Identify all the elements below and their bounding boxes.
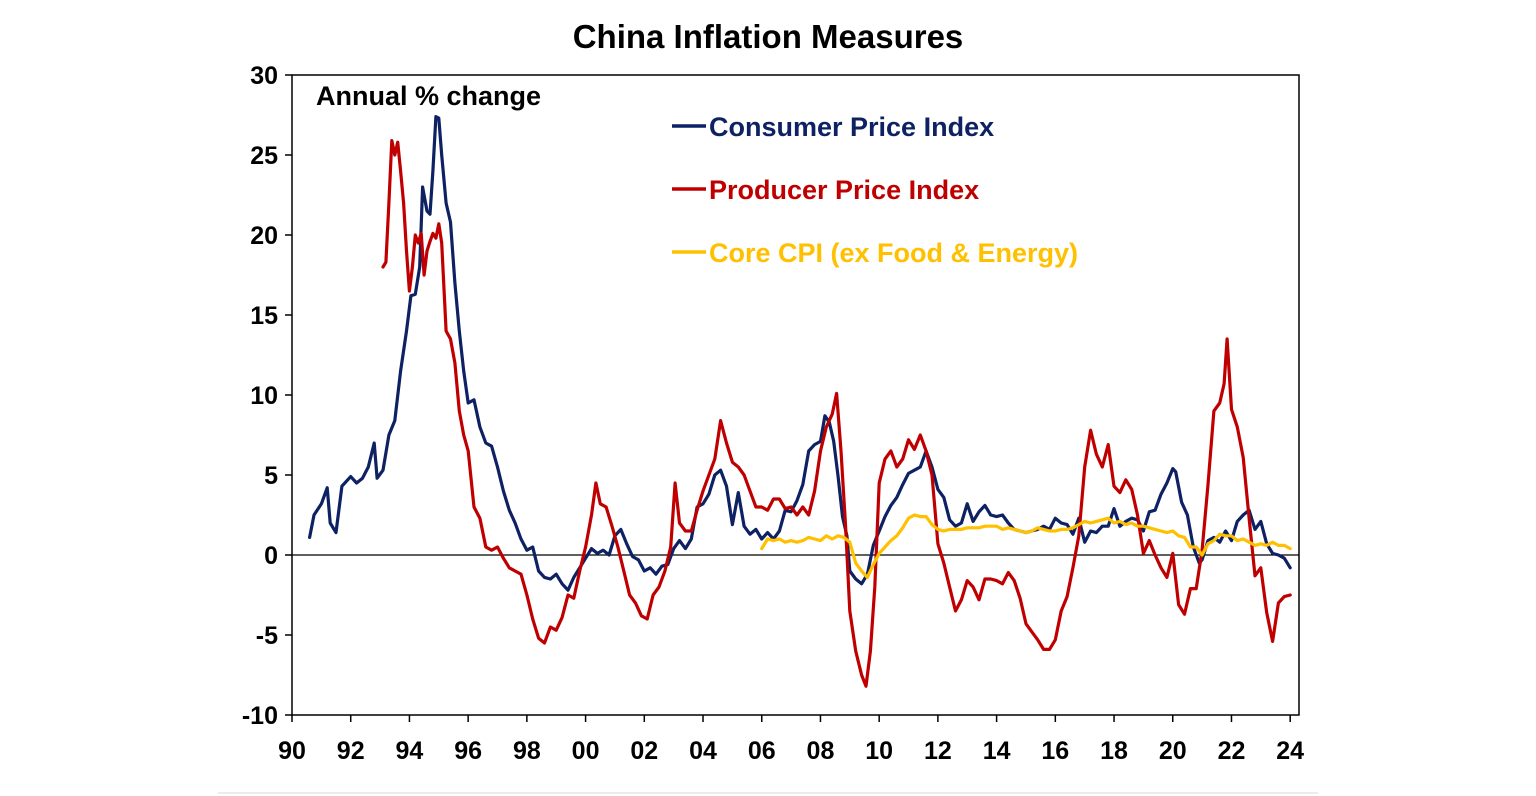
x-tick-label: 10 [865, 737, 893, 765]
x-tick-label: 20 [1159, 737, 1187, 765]
x-tick-label: 92 [337, 737, 365, 765]
units-label: Annual % change [316, 81, 541, 111]
x-tick-label: 08 [807, 737, 835, 765]
y-tick-label: 20 [250, 222, 278, 250]
x-tick-label: 24 [1276, 737, 1304, 765]
x-tick-label: 98 [513, 737, 541, 765]
x-tick-label: 04 [689, 737, 717, 765]
x-tick-label: 22 [1218, 737, 1246, 765]
x-tick-label: 18 [1100, 737, 1128, 765]
legend-label-cpi: Consumer Price Index [709, 112, 994, 142]
y-tick-label: 0 [264, 542, 278, 570]
x-tick-label: 02 [630, 737, 658, 765]
y-axis: 30 25 20 15 10 5 0 -5 -10 [242, 62, 292, 730]
y-tick-label: 5 [264, 462, 278, 490]
x-tick-label: 90 [278, 737, 306, 765]
chart-title: China Inflation Measures [573, 18, 964, 55]
y-tick-label: -5 [256, 622, 278, 650]
x-tick-label: 00 [572, 737, 600, 765]
series-layer [308, 115, 1292, 688]
legend-label-ppi: Producer Price Index [709, 175, 979, 205]
y-tick-label: 25 [250, 142, 278, 170]
x-tick-label: 94 [396, 737, 424, 765]
x-tick-label: 96 [454, 737, 482, 765]
legend-label-core-cpi: Core CPI (ex Food & Energy) [709, 238, 1078, 268]
x-tick-label: 16 [1041, 737, 1069, 765]
y-tick-label: 15 [250, 302, 278, 330]
y-tick-label: 30 [250, 62, 278, 90]
series-line-core-cpi [760, 513, 1292, 579]
x-tick-label: 12 [924, 737, 952, 765]
y-tick-label: -10 [242, 702, 278, 730]
series-line-ppi [381, 139, 1292, 688]
x-tick-label: 14 [983, 737, 1011, 765]
legend: Consumer Price Index Producer Price Index… [672, 112, 1078, 268]
x-tick-label: 06 [748, 737, 776, 765]
x-axis: 90 92 94 96 98 00 02 04 06 08 10 12 14 16 18 20 22 24 [278, 715, 1304, 765]
y-tick-label: 10 [250, 382, 278, 410]
